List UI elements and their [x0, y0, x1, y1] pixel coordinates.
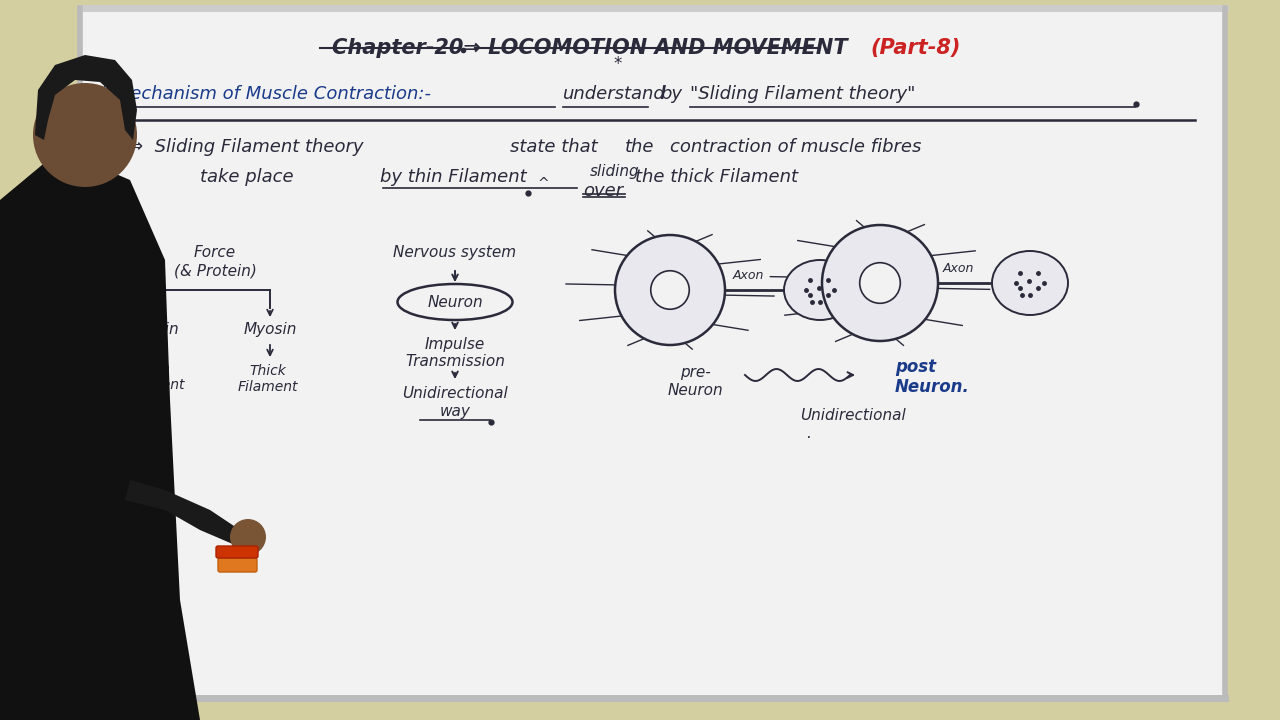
Ellipse shape: [992, 251, 1068, 315]
Ellipse shape: [398, 284, 512, 320]
Circle shape: [614, 235, 724, 345]
Text: "Sliding Filament theory": "Sliding Filament theory": [690, 85, 915, 103]
Text: contraction of muscle fibres: contraction of muscle fibres: [669, 138, 922, 156]
Circle shape: [822, 225, 938, 341]
Text: Thin
Filament: Thin Filament: [124, 362, 186, 392]
Text: by: by: [660, 85, 682, 103]
Text: ⇒  Sliding Filament theory: ⇒ Sliding Filament theory: [128, 138, 364, 156]
FancyBboxPatch shape: [216, 546, 259, 558]
Text: state that: state that: [509, 138, 598, 156]
Text: .: .: [806, 426, 810, 441]
Text: Force: Force: [195, 245, 236, 260]
Circle shape: [230, 519, 266, 555]
Text: way: way: [439, 404, 471, 419]
Text: Unidirectional: Unidirectional: [800, 408, 906, 423]
Text: Neuron.: Neuron.: [895, 378, 970, 396]
Text: Thick
Filament: Thick Filament: [238, 364, 298, 395]
Text: sliding: sliding: [590, 164, 640, 179]
Text: post: post: [895, 358, 936, 376]
Polygon shape: [125, 480, 241, 545]
Text: Neuron: Neuron: [428, 294, 483, 310]
Text: over: over: [582, 182, 623, 200]
Text: pre-: pre-: [680, 365, 710, 380]
Text: ^: ^: [538, 177, 549, 191]
Text: (Part-8): (Part-8): [870, 38, 960, 58]
Text: Axon: Axon: [732, 269, 764, 282]
Circle shape: [860, 263, 900, 303]
FancyBboxPatch shape: [79, 8, 1225, 698]
FancyBboxPatch shape: [218, 558, 257, 572]
Text: the thick Filament: the thick Filament: [635, 168, 797, 186]
Text: Neuron: Neuron: [667, 383, 723, 398]
Text: the: the: [625, 138, 654, 156]
Text: *: *: [614, 55, 622, 73]
Text: Nervous system: Nervous system: [393, 245, 517, 260]
Text: (& Protein): (& Protein): [174, 263, 256, 278]
Text: Myosin: Myosin: [243, 322, 297, 337]
Text: Unidirectional: Unidirectional: [402, 386, 508, 401]
Text: take place: take place: [200, 168, 293, 186]
Polygon shape: [0, 150, 200, 720]
Text: * Mechanism of Muscle Contraction:-: * Mechanism of Muscle Contraction:-: [100, 85, 431, 103]
Ellipse shape: [783, 260, 856, 320]
Circle shape: [33, 83, 137, 187]
Polygon shape: [35, 55, 137, 140]
Circle shape: [650, 271, 689, 310]
Text: Actin: Actin: [141, 322, 179, 337]
Text: Axon: Axon: [942, 262, 974, 275]
Text: understand: understand: [563, 85, 666, 103]
Text: Chapter-20⇒ LOCOMOTION AND MOVEMENT: Chapter-20⇒ LOCOMOTION AND MOVEMENT: [333, 38, 847, 58]
Text: by thin Filament: by thin Filament: [380, 168, 526, 186]
Text: Impulse
Transmission: Impulse Transmission: [404, 337, 504, 369]
